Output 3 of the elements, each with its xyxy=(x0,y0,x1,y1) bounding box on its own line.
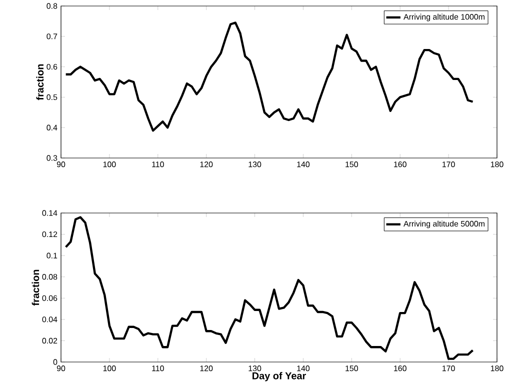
x-axis-title: Day of Year xyxy=(252,372,306,382)
y-axis-title: fraction xyxy=(36,64,44,100)
y-axis-title: fraction xyxy=(32,270,40,306)
